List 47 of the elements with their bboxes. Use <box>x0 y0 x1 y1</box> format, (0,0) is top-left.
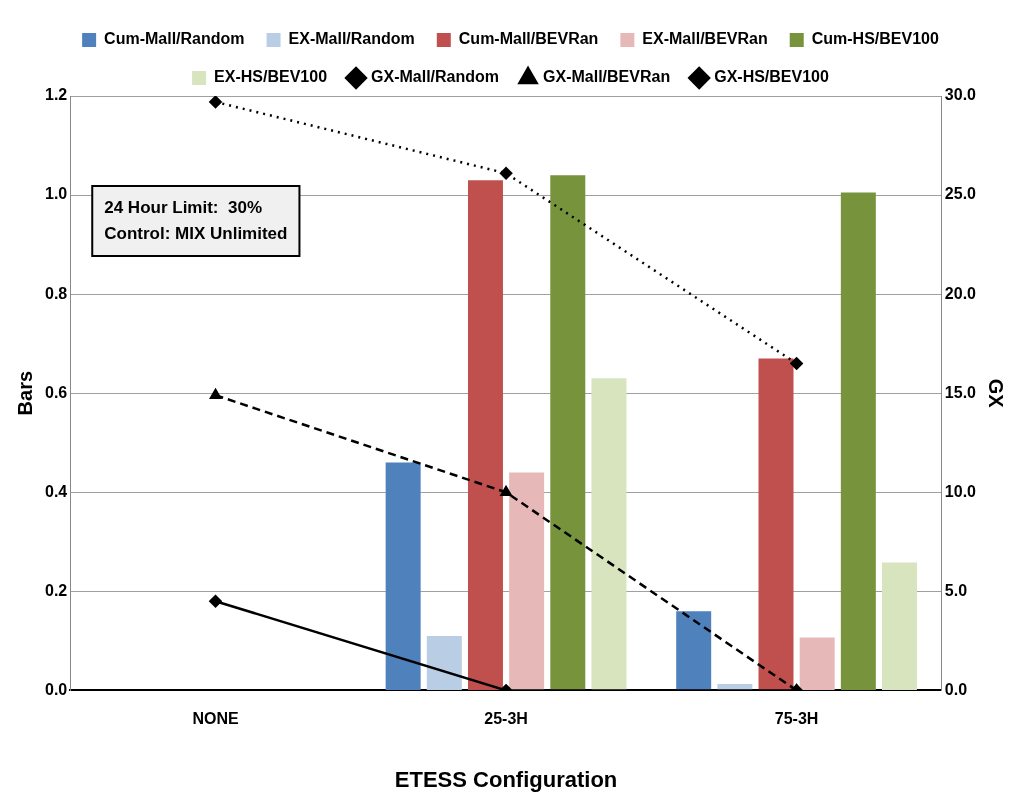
legend-label: GX-Mall/BEVRan <box>543 68 671 86</box>
legend-label: EX-Mall/Random <box>288 30 415 48</box>
x-tick-label: 75-3H <box>774 710 819 728</box>
y-tick-label: 0.8 <box>44 284 68 302</box>
legend-label: EX-HS/BEV100 <box>214 68 328 86</box>
bar <box>550 175 586 690</box>
bar <box>840 192 876 690</box>
y2-tick-label: 25.0 <box>944 185 977 203</box>
y-tick-label: 1.2 <box>44 86 68 104</box>
y2-tick-label: 15.0 <box>944 383 977 401</box>
x-tick-label: 25-3H <box>484 710 528 728</box>
legend-label: EX-Mall/BEVRan <box>642 30 768 48</box>
point <box>209 594 222 608</box>
y2-tick-label: 5.0 <box>944 581 968 599</box>
point <box>209 388 222 399</box>
y-tick-label: 0.0 <box>44 680 68 698</box>
legend-label: GX-HS/BEV100 <box>714 68 829 86</box>
y-axis-title: Bars <box>13 370 36 416</box>
legend-label: Cum-HS/BEV100 <box>811 30 939 48</box>
point <box>790 357 803 370</box>
x-tick-label: NONE <box>192 710 239 728</box>
y2-tick-label: 0.0 <box>944 680 968 698</box>
y-tick-label: 0.4 <box>44 482 68 500</box>
bar <box>882 562 917 690</box>
annotation: 24 Hour Limit: 30% <box>104 197 263 217</box>
y-tick-label: 0.2 <box>44 581 68 599</box>
annotation: Control: MIX Unlimited <box>104 223 288 243</box>
x-axis-title: ETESS Configuration <box>394 766 618 792</box>
y2-tick-label: 20.0 <box>944 284 977 302</box>
legend-label: Cum-Mall/BEVRan <box>458 30 599 48</box>
bar <box>591 378 627 690</box>
y-tick-label: 0.6 <box>44 383 68 401</box>
bar <box>509 472 545 690</box>
bar <box>385 462 421 690</box>
point <box>499 167 513 180</box>
bar <box>758 358 794 690</box>
bar <box>467 180 503 690</box>
bar <box>676 611 712 690</box>
point <box>209 96 222 109</box>
bar <box>799 637 835 690</box>
y2-tick-label: 30.0 <box>944 86 977 104</box>
legend-label: Cum-Mall/Random <box>104 30 245 48</box>
y2-axis-title: GX <box>985 378 1008 409</box>
y2-tick-label: 10.0 <box>944 482 977 500</box>
y-tick-label: 1.0 <box>44 185 68 203</box>
bar <box>426 635 462 690</box>
legend-label: GX-Mall/Random <box>371 68 500 86</box>
